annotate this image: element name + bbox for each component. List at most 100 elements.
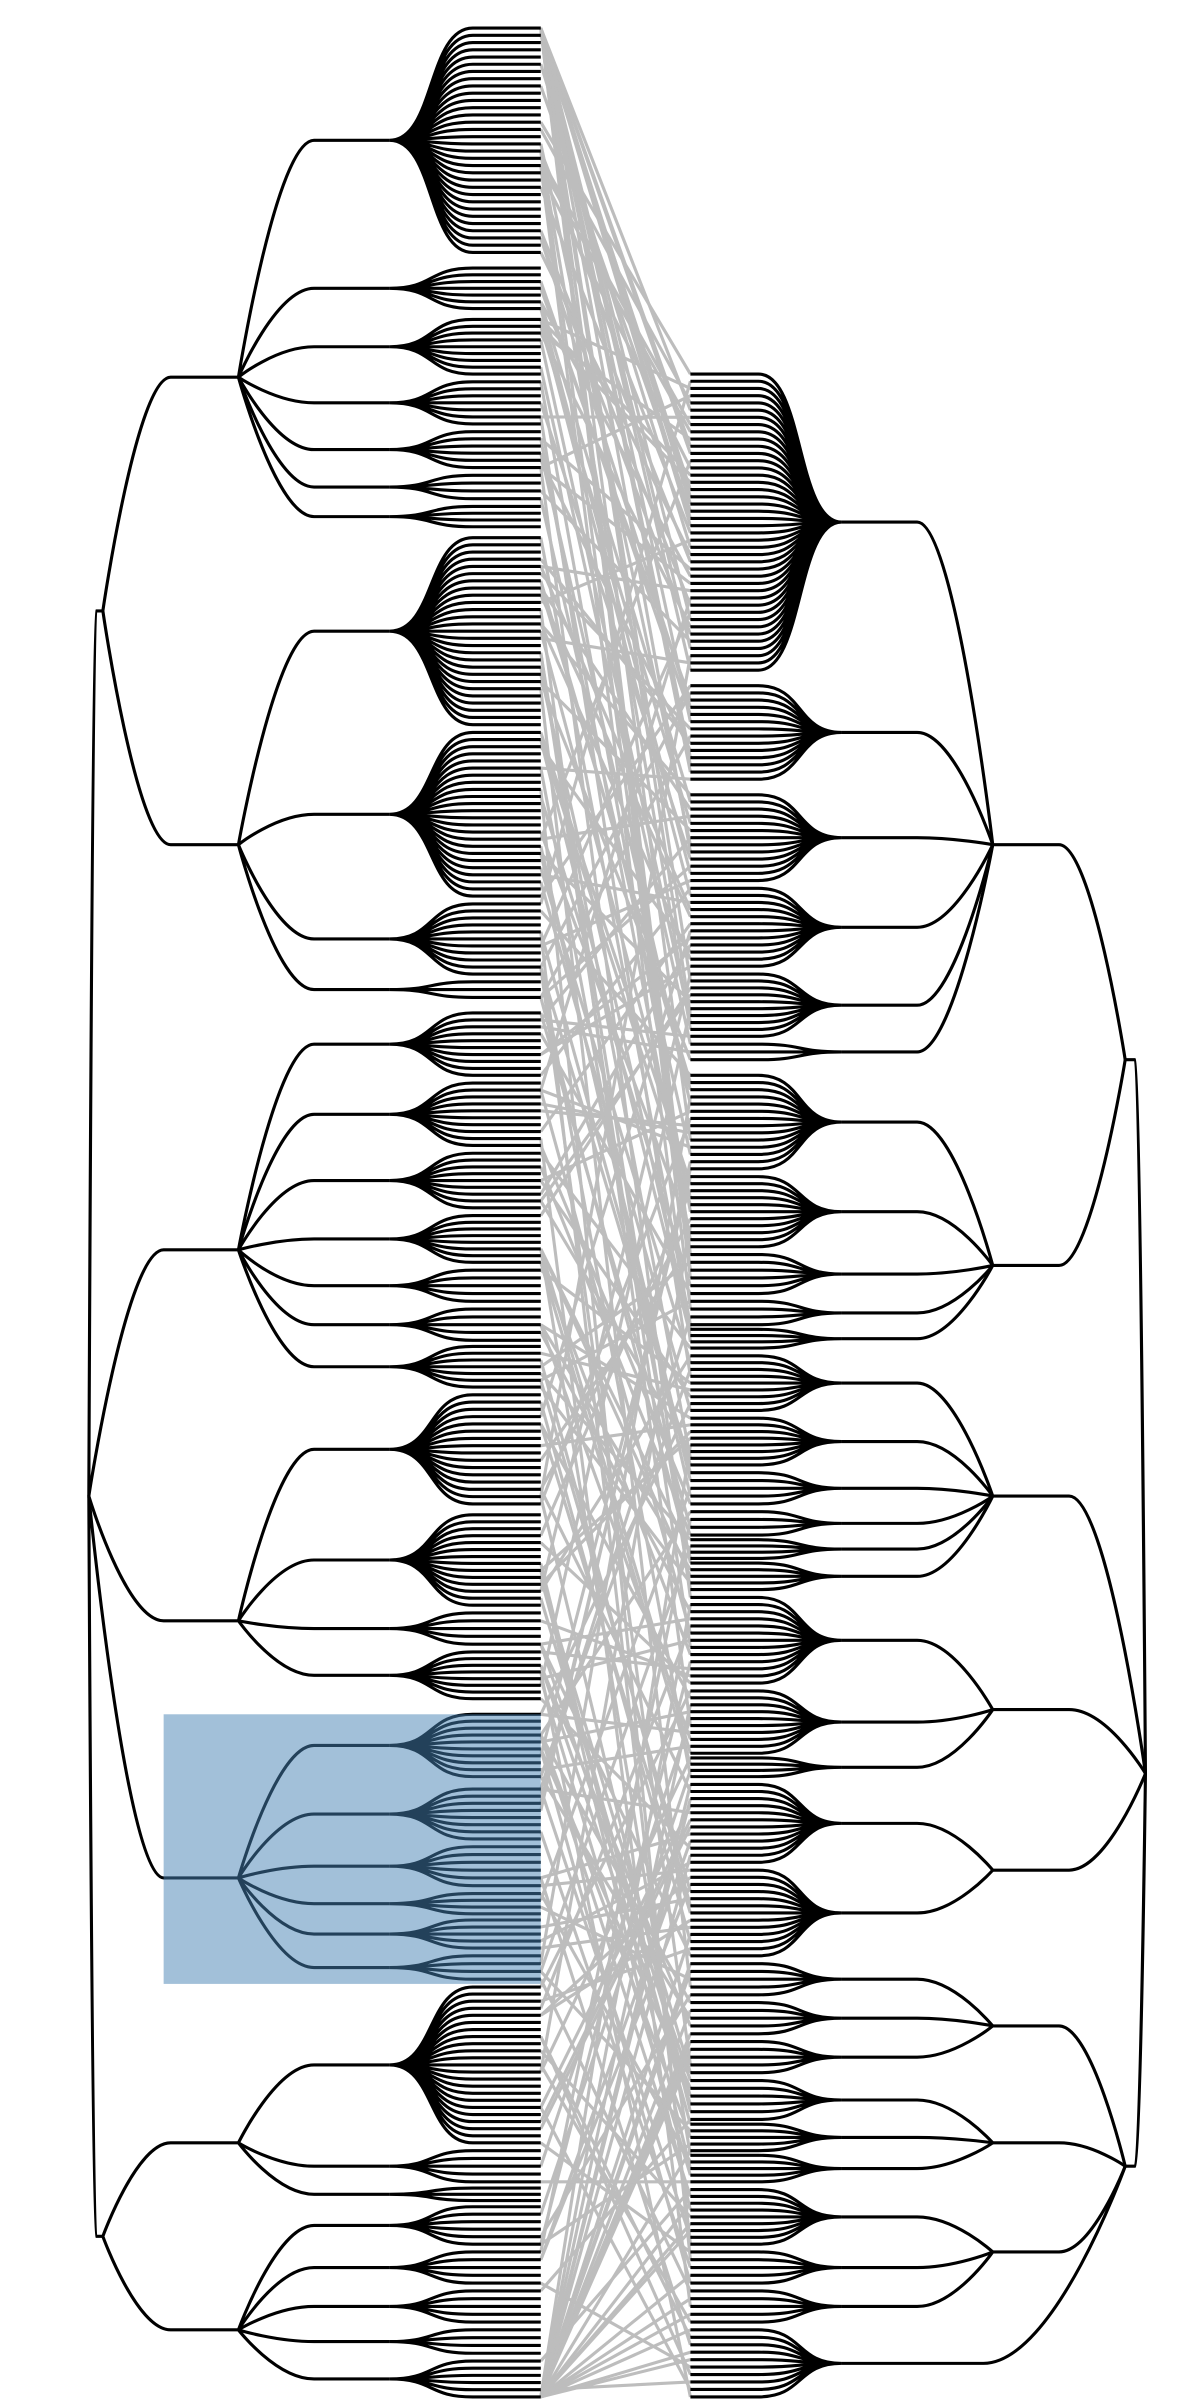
leaf-fan [690, 1510, 842, 1537]
connection [539, 1541, 692, 1685]
connection [539, 2274, 692, 2399]
branch [841, 2135, 993, 2145]
leaf-fan [389, 1344, 541, 1389]
branch [237, 286, 390, 378]
leaf-fan [389, 1011, 541, 1077]
branch [237, 1619, 390, 1677]
branch [841, 1210, 995, 1267]
branch [236, 1042, 390, 1251]
leaf-fan [690, 1354, 842, 1412]
connection [539, 2188, 692, 2363]
leaf-fan [690, 1868, 842, 1958]
branch [841, 1381, 995, 1497]
leaf-fan [690, 1471, 842, 1506]
connection [539, 609, 692, 1726]
branch [841, 1486, 994, 1498]
connection [539, 27, 692, 411]
branch [841, 1120, 995, 1266]
connection [539, 27, 692, 527]
branch [236, 1112, 390, 1251]
branch [841, 730, 995, 846]
connection [540, 2358, 691, 2399]
branch [237, 345, 390, 379]
connection [539, 997, 692, 1559]
leaf-fan [389, 430, 541, 470]
connection [539, 2141, 692, 2254]
leaf-fan [389, 380, 541, 426]
branch [101, 610, 239, 847]
connection [540, 2281, 692, 2369]
branch [992, 2141, 1127, 2168]
connection [539, 27, 692, 671]
branch [992, 1708, 1147, 1775]
connection [539, 1359, 692, 1907]
leaf-fan [690, 2328, 842, 2399]
branch [87, 1248, 239, 1497]
leaf-fan [389, 1611, 541, 1646]
leaf-fan [690, 2040, 842, 2075]
leaf-fan [389, 2359, 541, 2399]
connection [539, 537, 692, 1325]
connection [539, 1117, 692, 1505]
connection [539, 27, 692, 1141]
branch [841, 2141, 994, 2171]
leaf-fan [389, 730, 541, 898]
connection [539, 27, 692, 1310]
leaf-fan [690, 1561, 842, 1592]
leaf-fan [389, 266, 541, 311]
branch [992, 1772, 1147, 1872]
leaf-fan [690, 1299, 842, 1327]
branch [841, 1263, 994, 1276]
branch [841, 836, 994, 847]
connections [539, 27, 692, 2399]
connection [539, 27, 692, 454]
branch [992, 843, 1127, 1060]
leaf-fan [690, 1538, 842, 1560]
connection [539, 1563, 692, 2169]
branch [841, 2024, 994, 2059]
leaf-fan [389, 2186, 541, 2203]
branch [101, 375, 239, 612]
branch [237, 1558, 390, 1622]
connection [539, 416, 692, 1377]
leaf-fan [389, 504, 541, 529]
connection [539, 1179, 692, 1398]
branch [236, 376, 390, 519]
leaf-fan [389, 26, 541, 255]
branch [237, 812, 390, 846]
leaf-fan [690, 1689, 842, 1755]
connection [539, 27, 692, 773]
branch [841, 2250, 994, 2270]
connection [539, 2229, 692, 2398]
branch [236, 1249, 390, 1369]
connection [539, 27, 692, 1016]
leaf-fan [690, 2001, 842, 2036]
branch [236, 138, 390, 378]
branch [236, 844, 390, 941]
leaf-fan [690, 793, 842, 883]
branch [101, 2235, 239, 2332]
branch [841, 1708, 995, 1769]
leaf-fan [690, 1595, 842, 1685]
branch [992, 2165, 1127, 2254]
branch [1125, 1058, 1148, 1774]
leaf-fan [389, 1393, 541, 1506]
leaf-fan [690, 372, 842, 672]
leaf-fan [690, 2153, 842, 2184]
connection [539, 1331, 692, 1613]
branch [992, 1059, 1127, 1268]
connection [539, 319, 692, 896]
connection [539, 1248, 692, 1553]
connection [539, 1978, 692, 2292]
branch [841, 1821, 994, 1872]
branch [238, 1619, 390, 1631]
leaf-fan [389, 1151, 541, 1210]
connection [539, 1877, 692, 2346]
branch [236, 629, 390, 845]
connection [539, 966, 692, 1777]
branch [841, 1869, 994, 1915]
connection [539, 1401, 692, 1942]
leaf-fan [389, 1985, 541, 2145]
branch [101, 2141, 239, 2237]
leaf-fan [690, 2078, 842, 2122]
